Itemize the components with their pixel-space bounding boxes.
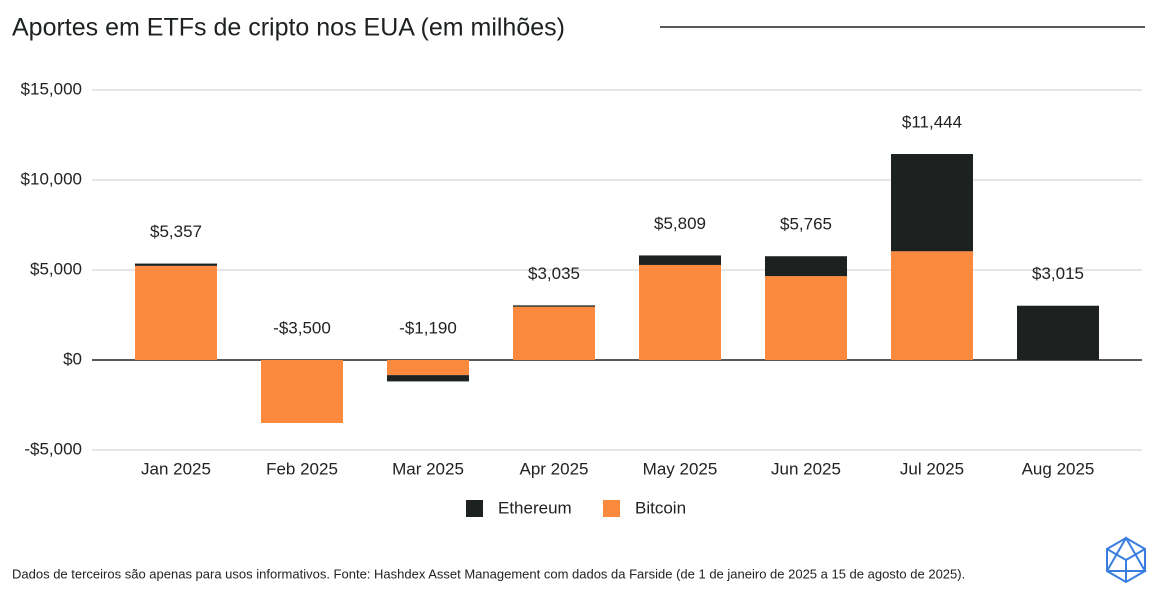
y-tick-label: $5,000 — [30, 259, 82, 278]
legend-swatch — [603, 500, 620, 517]
bar-segment — [891, 154, 973, 252]
bar-segment — [135, 265, 217, 360]
x-tick-label: Jun 2025 — [771, 459, 841, 478]
x-tick-label: Jul 2025 — [900, 459, 964, 478]
bar-segment — [513, 306, 595, 360]
y-tick-label: $0 — [63, 349, 82, 368]
bar-segment — [261, 360, 343, 423]
bar-segment — [135, 263, 217, 266]
total-label: $3,035 — [528, 264, 580, 283]
x-tick-label: Mar 2025 — [392, 459, 464, 478]
total-label: $11,444 — [902, 112, 962, 131]
bar-segment — [891, 251, 973, 360]
y-tick-label: $15,000 — [21, 79, 82, 98]
total-label: -$3,500 — [273, 318, 331, 337]
total-label: $5,357 — [150, 222, 202, 241]
chart-title: Aportes em ETFs de cripto nos EUA (em mi… — [12, 14, 565, 42]
legend-label: Ethereum — [498, 498, 572, 517]
x-tick-label: Aug 2025 — [1022, 459, 1095, 478]
bar-segment — [387, 375, 469, 382]
total-label: -$1,190 — [399, 318, 457, 337]
bar-segment — [387, 360, 469, 376]
y-tick-label: -$5,000 — [24, 439, 82, 458]
logo — [1106, 535, 1147, 584]
bar-segment — [639, 255, 721, 265]
x-tick-label: May 2025 — [643, 459, 718, 478]
bar-segment — [765, 276, 847, 360]
x-tick-label: Feb 2025 — [266, 459, 338, 478]
x-tick-label: Jan 2025 — [141, 459, 211, 478]
bar-segment — [1017, 305, 1099, 360]
total-label: $3,015 — [1032, 264, 1084, 283]
legend-swatch — [466, 500, 483, 517]
bar-segment — [765, 256, 847, 277]
legend-label: Bitcoin — [635, 498, 686, 517]
total-label: $5,765 — [780, 215, 832, 234]
bar-segment — [639, 264, 721, 360]
footnote: Dados de terceiros são apenas para usos … — [12, 566, 965, 581]
bar-segment — [513, 305, 595, 307]
total-label: $5,809 — [654, 214, 706, 233]
x-tick-label: Apr 2025 — [520, 459, 589, 478]
y-tick-label: $10,000 — [21, 169, 82, 188]
